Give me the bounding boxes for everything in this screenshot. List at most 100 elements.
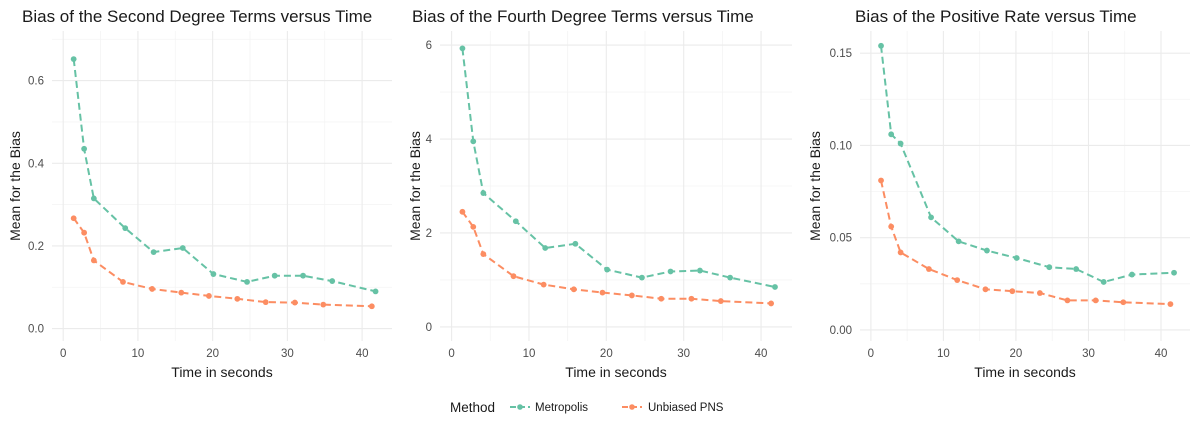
data-point-metropolis	[90, 195, 97, 202]
data-point-unbiased-pns	[540, 281, 547, 288]
x-tick-label: 0	[60, 348, 66, 360]
y-tick-label: 2	[426, 228, 432, 240]
x-tick-label: 20	[600, 348, 613, 360]
data-point-unbiased-pns	[480, 251, 487, 258]
data-point-unbiased-pns	[897, 249, 904, 256]
y-tick-label: 0.4	[28, 158, 45, 170]
data-point-metropolis	[329, 278, 336, 284]
grid	[52, 31, 392, 341]
x-tick-label: 40	[1155, 348, 1168, 360]
data-point-unbiased-pns	[320, 301, 327, 308]
data-point-unbiased-pns	[459, 208, 466, 215]
x-tick-label: 30	[1082, 348, 1095, 360]
data-point-metropolis	[372, 288, 379, 295]
x-tick-label: 20	[206, 348, 219, 360]
grid	[860, 31, 1190, 341]
series-unbiased-pns	[459, 208, 775, 307]
legend: Method Metropolis Unbiased PNS	[450, 400, 724, 415]
data-point-unbiased-pns	[510, 273, 517, 280]
data-point-metropolis	[470, 138, 477, 145]
data-point-unbiased-pns	[688, 295, 695, 302]
legend-label-unbiased-pns: Unbiased PNS	[648, 402, 724, 414]
x-tick-label: 0	[448, 348, 454, 360]
data-point-metropolis	[542, 245, 549, 251]
data-point-metropolis	[897, 140, 904, 147]
x-tick-label: 10	[132, 348, 145, 360]
data-point-unbiased-pns	[1167, 301, 1174, 307]
chart-panel-2: 0 10 20 30 40 0 2 4 6 Bias of the Fourth Degree T…	[407, 7, 792, 380]
data-point-metropolis	[150, 249, 157, 256]
x-axis-label: Time in seconds	[974, 364, 1075, 380]
data-point-unbiased-pns	[206, 293, 212, 299]
data-point-metropolis	[70, 56, 77, 63]
legend-item-metropolis: Metropolis	[510, 402, 588, 414]
chart-title: Bias of the Second Degree Terms versus T…	[22, 7, 372, 26]
data-point-metropolis	[459, 45, 466, 52]
data-point-unbiased-pns	[658, 295, 665, 302]
data-point-unbiased-pns	[982, 286, 989, 293]
data-point-unbiased-pns	[70, 215, 77, 222]
data-point-metropolis	[572, 240, 579, 247]
data-point-metropolis	[480, 190, 487, 196]
chart-panel-3: 0 10 20 30 40 0.00 0.05 0.10 0.15 Bias of the Pos…	[807, 7, 1190, 380]
data-point-unbiased-pns	[81, 229, 88, 236]
series-line-metropolis	[461, 48, 776, 288]
legend-label-metropolis: Metropolis	[535, 402, 588, 414]
data-point-unbiased-pns	[628, 292, 635, 299]
legend-item-unbiased-pns: Unbiased PNS	[622, 402, 724, 414]
y-tick-label: 0.10	[830, 140, 852, 152]
data-point-unbiased-pns	[262, 299, 269, 306]
x-tick-label: 30	[281, 348, 294, 360]
y-tick-label: 0.00	[830, 325, 852, 337]
data-point-metropolis	[639, 274, 645, 281]
x-tick-label: 10	[937, 348, 950, 360]
data-point-metropolis	[271, 272, 278, 279]
data-point-metropolis	[878, 42, 884, 49]
data-point-metropolis	[888, 131, 895, 138]
data-point-metropolis	[667, 268, 674, 275]
y-tick-label: 0.6	[28, 76, 44, 88]
data-point-unbiased-pns	[1036, 290, 1043, 296]
data-point-unbiased-pns	[149, 286, 156, 292]
legend-key-metropolis-point	[517, 404, 523, 410]
y-axis-label: Mean for the Bias	[407, 131, 423, 241]
data-point-unbiased-pns	[1064, 297, 1071, 304]
data-point-unbiased-pns	[599, 289, 606, 296]
x-tick-label: 30	[677, 348, 690, 360]
data-point-unbiased-pns	[90, 257, 97, 264]
data-point-metropolis	[1073, 266, 1080, 272]
y-axis-label: Mean for the Bias	[807, 131, 823, 241]
data-point-unbiased-pns	[234, 295, 241, 302]
data-point-metropolis	[697, 267, 703, 274]
data-point-unbiased-pns	[888, 223, 895, 230]
x-axis-label: Time in seconds	[565, 364, 666, 380]
data-point-metropolis	[300, 272, 306, 279]
data-point-unbiased-pns	[926, 266, 932, 272]
data-point-unbiased-pns	[878, 177, 884, 184]
data-point-metropolis	[727, 274, 734, 281]
x-tick-label: 40	[356, 348, 369, 360]
data-point-metropolis	[984, 247, 990, 254]
series-line-metropolis	[72, 58, 376, 293]
y-tick-label: 0.0	[28, 324, 44, 336]
data-point-unbiased-pns	[1009, 288, 1016, 295]
data-point-metropolis	[244, 278, 250, 285]
legend-key-unbiased-pns-point	[629, 404, 635, 410]
data-point-metropolis	[179, 245, 186, 251]
y-tick-label: 0	[426, 322, 432, 334]
data-point-metropolis	[1171, 269, 1177, 276]
data-point-unbiased-pns	[717, 298, 724, 304]
data-point-metropolis	[604, 266, 611, 273]
data-point-metropolis	[928, 214, 934, 221]
data-point-metropolis	[772, 284, 778, 290]
y-tick-label: 0.05	[830, 233, 852, 245]
chart-panel-1: 0 10 20 30 40 0.0 0.2 0.4 0.6 Bias of the Second …	[7, 7, 392, 380]
data-point-unbiased-pns	[1092, 297, 1099, 304]
data-point-metropolis	[81, 145, 88, 152]
data-point-metropolis	[122, 225, 129, 232]
y-tick-label: 0.2	[28, 241, 44, 253]
data-point-unbiased-pns	[178, 289, 185, 296]
data-point-metropolis	[210, 271, 217, 277]
